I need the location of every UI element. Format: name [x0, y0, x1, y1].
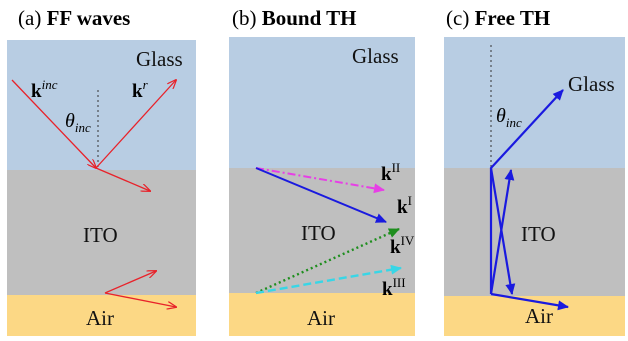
glass-label: Glass	[136, 47, 183, 71]
glass-layer	[7, 40, 196, 170]
theta-inc-label: θinc	[496, 105, 522, 130]
panel-a-title: (a) FF waves	[18, 6, 130, 30]
k-inc-label: kinc	[31, 77, 58, 102]
glass-label: Glass	[568, 72, 615, 96]
k-III-arrow	[255, 264, 402, 295]
reflected-arrow	[95, 80, 176, 169]
panel-b-title: (b) Bound TH	[232, 6, 357, 30]
air-label: Air	[525, 304, 553, 328]
panel-a: Glass ITO Air kinc kr θinc	[7, 40, 196, 336]
theta-inc-label: θinc	[65, 110, 91, 135]
ito-label: ITO	[521, 222, 556, 246]
incident-arrow	[11, 79, 96, 168]
transmitted-arrow	[95, 167, 150, 191]
k-II-arrow	[255, 167, 385, 194]
k-IV-arrow	[255, 227, 400, 295]
k-III-label: kIII	[382, 275, 406, 300]
panel-c-title: (c) Free TH	[446, 6, 550, 30]
k-II-label: kII	[381, 160, 400, 185]
k-IV-label: kIV	[390, 233, 415, 258]
air-label: Air	[86, 306, 114, 330]
ito-layer	[7, 170, 196, 295]
air-layer	[7, 295, 196, 336]
ito-layer	[444, 168, 625, 296]
k-I-label: kI	[397, 193, 412, 218]
air-label: Air	[307, 306, 335, 330]
free-th-cross-arrow	[489, 169, 515, 295]
air-layer	[444, 296, 625, 336]
glass-layer	[444, 37, 625, 168]
ito-label: ITO	[83, 223, 118, 247]
air-up-arrow	[104, 271, 156, 294]
glass-label: Glass	[352, 44, 399, 68]
free-th-air-arrow	[490, 292, 569, 311]
ito-label: ITO	[301, 221, 336, 245]
panel-b: Glass ITO Air kII kI kIV kIII	[229, 37, 415, 336]
k-r-label: kr	[132, 77, 149, 102]
glass-layer	[229, 37, 415, 168]
k-I-arrow	[255, 167, 387, 223]
air-right-arrow	[104, 292, 176, 307]
air-layer	[229, 293, 415, 336]
panel-c: Glass ITO Air θinc	[444, 37, 625, 336]
